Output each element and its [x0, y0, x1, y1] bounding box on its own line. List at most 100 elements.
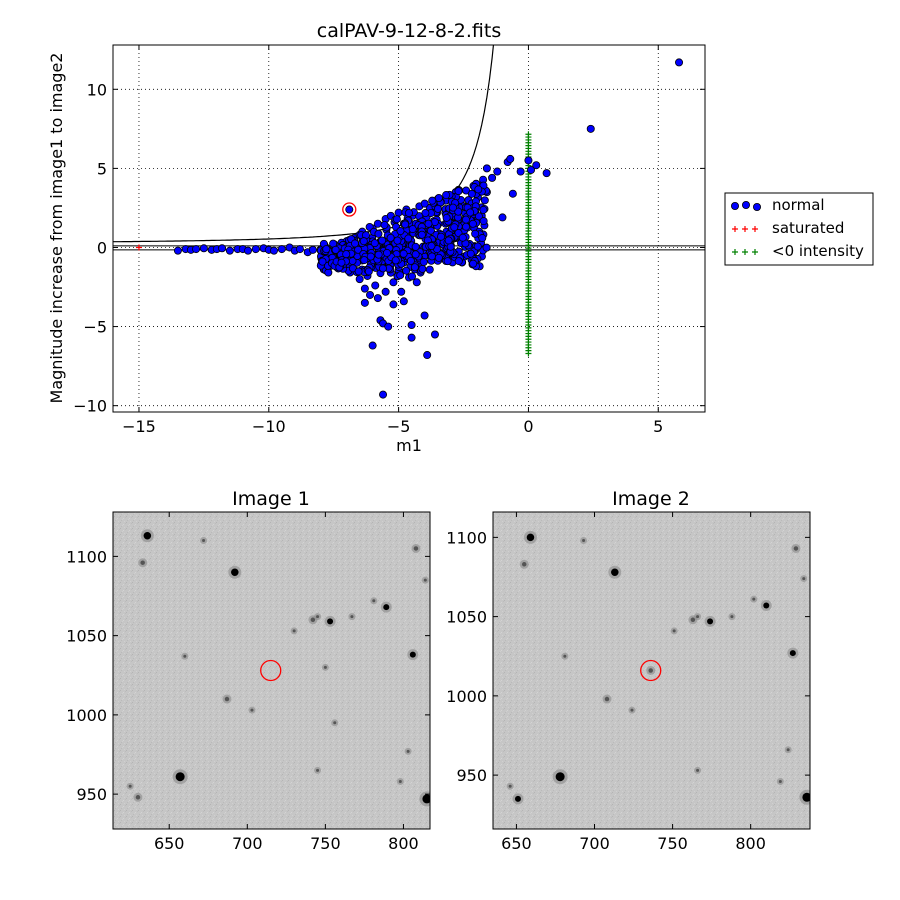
data-point	[379, 390, 388, 399]
data-point	[427, 252, 436, 261]
data-point	[412, 278, 421, 287]
data-point	[192, 245, 201, 254]
star	[526, 533, 535, 542]
data-point	[473, 242, 482, 251]
star	[555, 772, 565, 782]
data-point	[434, 253, 443, 262]
scatter-title: calPAV-9-12-8-2.fits	[317, 20, 502, 42]
image1-panel: Image 1 650 700 750 800 950 1000 1050 1100	[66, 488, 431, 853]
data-point	[442, 213, 451, 222]
star	[292, 629, 296, 633]
image1-title: Image 1	[232, 488, 310, 510]
legend-marker-saturated	[732, 226, 758, 232]
star	[604, 696, 610, 702]
data-point	[373, 294, 382, 303]
data-point	[462, 222, 471, 231]
star	[323, 665, 327, 669]
data-point	[373, 219, 382, 228]
data-point	[516, 167, 525, 176]
star	[672, 629, 676, 633]
data-point	[360, 298, 369, 307]
data-point	[386, 233, 395, 242]
data-point	[461, 215, 470, 224]
star	[310, 617, 316, 623]
data-point	[454, 207, 463, 216]
star	[409, 651, 416, 658]
star	[630, 708, 634, 712]
data-point	[466, 249, 475, 258]
y-tick-label: 1000	[66, 706, 107, 725]
data-point	[479, 217, 488, 226]
data-point	[402, 266, 411, 275]
y-tick-label: 1050	[446, 608, 487, 627]
image1-axis-ticks: 650 700 750 800 950 1000 1050 1100	[66, 512, 430, 853]
data-point	[389, 278, 398, 287]
target-circle	[640, 659, 662, 682]
image2-frame	[492, 511, 811, 830]
data-point	[479, 205, 488, 214]
star	[327, 618, 334, 625]
star	[143, 532, 152, 540]
data-point	[368, 341, 377, 350]
data-point	[411, 250, 420, 259]
data-point	[532, 161, 541, 170]
data-point	[350, 239, 359, 248]
star	[802, 577, 806, 581]
data-point	[393, 236, 402, 245]
data-point	[442, 191, 451, 200]
data-point	[396, 271, 405, 280]
x-axis-label: m1	[396, 436, 422, 455]
x-tick-label: 800	[388, 834, 419, 853]
star	[730, 615, 734, 619]
x-tick-label: −15	[122, 417, 156, 436]
data-point	[444, 236, 453, 245]
negative-intensity-point	[525, 131, 532, 138]
data-point	[318, 257, 327, 266]
scatter-plot: −15 −10 −5 0 5 −10 −5 0 5 10 calPAV-9-12-8-2.fits…	[47, 20, 706, 455]
data-point	[508, 189, 517, 198]
star	[786, 748, 790, 752]
data-point	[199, 244, 208, 253]
x-tick-label: 700	[579, 834, 610, 853]
legend-label-normal: normal	[772, 196, 825, 214]
star	[350, 615, 354, 619]
star	[508, 784, 512, 788]
x-tick-label: 650	[154, 834, 185, 853]
x-tick-label: 700	[232, 834, 263, 853]
x-tick-label: 5	[653, 417, 663, 436]
star	[563, 654, 567, 658]
star	[690, 617, 696, 623]
data-point	[322, 245, 331, 254]
data-point	[425, 265, 434, 274]
legend-marker-normal	[731, 200, 762, 211]
data-point	[448, 203, 457, 212]
y-tick-label: −5	[83, 318, 107, 337]
data-point	[443, 257, 452, 266]
data-point	[384, 322, 393, 331]
data-point	[474, 185, 483, 194]
data-point	[410, 263, 419, 272]
data-point	[406, 256, 415, 265]
star	[707, 618, 714, 625]
data-point	[675, 58, 684, 67]
data-point	[420, 199, 429, 208]
data-point	[374, 250, 383, 259]
data-point	[434, 193, 443, 202]
data-point	[337, 258, 346, 267]
data-point	[527, 165, 536, 174]
star	[224, 696, 230, 702]
highlight-circle	[342, 202, 357, 217]
x-tick-label: −5	[387, 417, 411, 436]
star	[521, 562, 527, 567]
data-point	[389, 300, 398, 309]
data-point	[482, 164, 491, 173]
data-point	[381, 287, 390, 296]
y-tick-label: −10	[73, 397, 107, 416]
data-point	[524, 156, 533, 165]
data-point	[391, 256, 400, 265]
star	[333, 721, 337, 725]
data-point	[277, 245, 286, 254]
star	[582, 539, 586, 543]
data-point	[482, 243, 491, 252]
